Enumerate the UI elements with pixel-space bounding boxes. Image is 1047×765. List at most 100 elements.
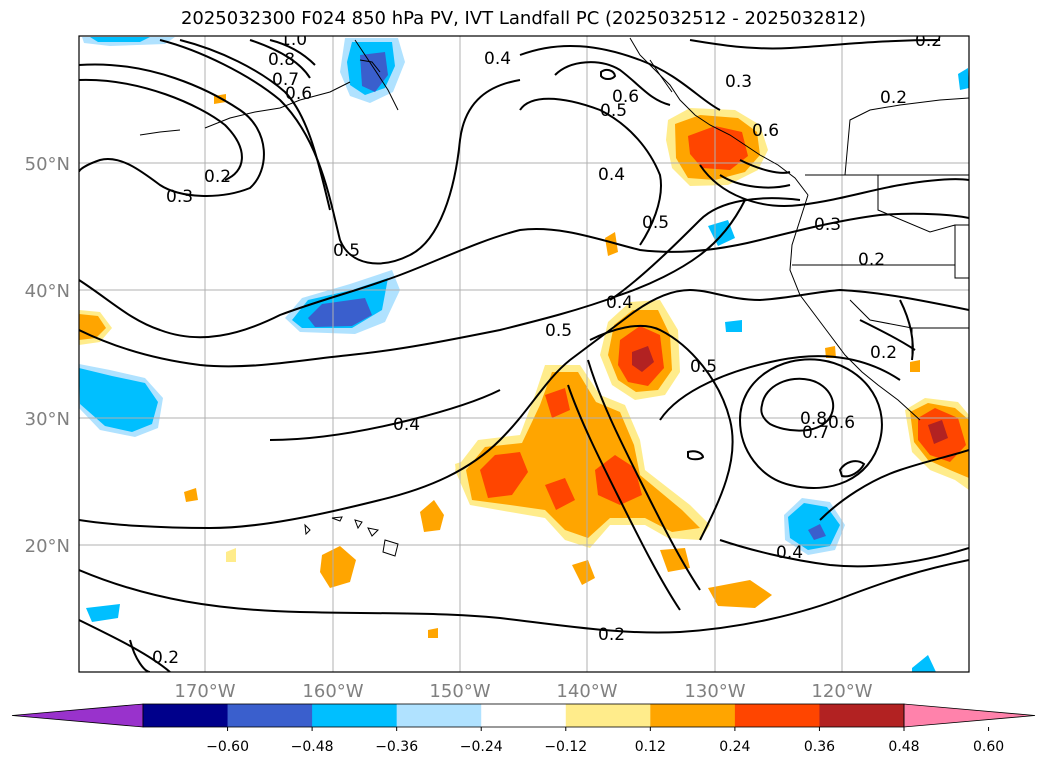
colorbar-segment bbox=[312, 704, 398, 727]
coastlines bbox=[139, 37, 969, 421]
lon-label-120w: 120°W bbox=[811, 681, 872, 702]
colorbar-tick-label: −0.48 bbox=[291, 739, 334, 755]
colorbar-tick-label: 0.60 bbox=[973, 739, 1004, 755]
lat-label-40n: 40°N bbox=[25, 281, 70, 302]
negative-anomaly-small-5 bbox=[958, 68, 969, 90]
positive-anomaly-small-g bbox=[184, 488, 198, 502]
negative-anomaly-topleft-core bbox=[90, 37, 150, 42]
contour-label: 0.3 bbox=[814, 215, 841, 235]
map-frame bbox=[78, 35, 970, 673]
contour-label: 0.2 bbox=[598, 625, 625, 645]
contour-label: 0.2 bbox=[858, 250, 885, 270]
longitude-labels: 170°W 160°W 150°W 140°W 130°W 120°W bbox=[174, 681, 872, 702]
lon-label-150w: 150°W bbox=[429, 681, 490, 702]
positive-anomaly-small-a bbox=[320, 546, 356, 588]
colorbar-tick-label: −0.60 bbox=[206, 739, 249, 755]
colorbar-tick-label: 0.12 bbox=[635, 739, 666, 755]
negative-anomaly-small-4 bbox=[912, 655, 936, 672]
positive-anomaly-central-large-core3 bbox=[595, 455, 642, 505]
contour-label: 0.6 bbox=[285, 84, 312, 104]
negative-anomaly-40n-inner bbox=[308, 298, 372, 327]
contour-label: 0.2 bbox=[204, 167, 231, 187]
lat-label-50n: 50°N bbox=[25, 154, 70, 175]
negative-anomaly-20n-east-core bbox=[788, 503, 840, 550]
contour-label: 0.6 bbox=[752, 121, 779, 141]
contour-label: 0.5 bbox=[600, 101, 627, 121]
hawaiian-islands bbox=[304, 516, 399, 557]
colorbar-tick-label: 0.48 bbox=[888, 739, 919, 755]
contour-label: 0.3 bbox=[725, 72, 752, 92]
colorbar-segment bbox=[143, 704, 229, 727]
contour-labels: 1.0 0.8 0.7 0.6 0.4 0.2 0.3 0.5 0.6 0.5 … bbox=[152, 30, 942, 668]
positive-anomaly-small-i bbox=[428, 628, 438, 638]
positive-anomaly-small-c bbox=[572, 560, 595, 585]
negative-anomaly-west-30n-core bbox=[79, 368, 158, 432]
contour-label: 0.8 bbox=[268, 50, 295, 70]
contour-label: 0.6 bbox=[828, 413, 855, 433]
pv-contours bbox=[79, 39, 969, 672]
lon-label-130w: 130°W bbox=[684, 681, 745, 702]
contour-label: 0.4 bbox=[393, 415, 420, 435]
contour-label: 0.7 bbox=[272, 70, 299, 90]
colorbar-segment bbox=[819, 704, 905, 727]
contour-label: 0.5 bbox=[642, 213, 669, 233]
contour-label: 0.6 bbox=[612, 87, 639, 107]
contour-label: 0.2 bbox=[870, 343, 897, 363]
colorbar-segment bbox=[650, 704, 736, 727]
map-title: 2025032300 F024 850 hPa PV, IVT Landfall… bbox=[180, 8, 867, 29]
positive-anomaly-small-l bbox=[825, 346, 836, 358]
colorbar-tick-label: 0.24 bbox=[719, 739, 750, 755]
lon-label-170w: 170°W bbox=[174, 681, 235, 702]
colorbar-segment bbox=[227, 704, 313, 727]
colorbar-frame bbox=[142, 703, 905, 728]
contour-label: 0.4 bbox=[598, 165, 625, 185]
lon-label-160w: 160°W bbox=[302, 681, 363, 702]
lat-label-30n: 30°N bbox=[25, 409, 70, 430]
colorbar-tick-label: 0.36 bbox=[804, 739, 835, 755]
contour-label: 0.4 bbox=[776, 543, 803, 563]
contour-label: 0.7 bbox=[802, 423, 829, 443]
contour-label: 1.0 bbox=[280, 30, 307, 50]
contour-label: 0.5 bbox=[545, 321, 572, 341]
colorbar: −0.60 −0.48 −0.36 −0.24 −0.12 0.12 0.24 0.36 0.4… bbox=[11, 703, 1036, 755]
latitude-labels: 50°N 40°N 30°N 20°N bbox=[25, 154, 70, 557]
positive-anomaly-small-m bbox=[910, 360, 920, 372]
positive-anomaly-small-b bbox=[420, 500, 444, 532]
positive-anomaly-small-e bbox=[708, 580, 772, 608]
positive-anomaly-central-large-core4 bbox=[545, 478, 575, 510]
negative-anomaly-nw-inner bbox=[360, 52, 388, 92]
contour-label: 0.4 bbox=[606, 293, 633, 313]
lon-label-140w: 140°W bbox=[556, 681, 617, 702]
contour-label: 0.2 bbox=[880, 88, 907, 108]
positive-anomaly-small-k bbox=[226, 548, 236, 562]
colorbar-tick-label: −0.36 bbox=[375, 739, 418, 755]
colorbar-segment bbox=[481, 704, 567, 727]
colorbar-segment bbox=[734, 704, 820, 727]
positive-anomaly-small-d bbox=[660, 548, 690, 572]
colorbar-tick-label: −0.12 bbox=[544, 739, 587, 755]
negative-anomaly-small-2 bbox=[725, 320, 742, 332]
lat-label-20n: 20°N bbox=[25, 536, 70, 557]
colorbar-extend-high bbox=[903, 703, 1036, 728]
positive-anomaly-central-large-mid bbox=[466, 372, 700, 538]
negative-anomaly-small-3 bbox=[86, 604, 120, 622]
contour-label: 0.4 bbox=[484, 49, 511, 69]
contour-label: 0.2 bbox=[152, 648, 179, 668]
contour-label: 0.3 bbox=[166, 187, 193, 207]
contour-label: 0.5 bbox=[690, 357, 717, 377]
positive-anomaly-central-large-core bbox=[480, 452, 528, 498]
contour-label: 0.2 bbox=[915, 31, 942, 51]
colorbar-extend-low bbox=[11, 703, 144, 728]
colorbar-segment bbox=[396, 704, 482, 727]
colorbar-tick-label: −0.24 bbox=[460, 739, 503, 755]
negative-anomaly-20n-east-inner bbox=[808, 524, 826, 540]
map-background bbox=[79, 36, 969, 672]
colorbar-segment bbox=[565, 704, 651, 727]
contour-label: 0.5 bbox=[333, 241, 360, 261]
positive-anomaly-central-north-peak bbox=[632, 346, 654, 372]
positive-anomaly-small-f bbox=[605, 232, 618, 256]
positive-anomaly-central-large-core2 bbox=[545, 388, 570, 418]
positive-anomaly-east-coast-peak bbox=[928, 420, 948, 444]
contour-label: 0.8 bbox=[800, 409, 827, 429]
